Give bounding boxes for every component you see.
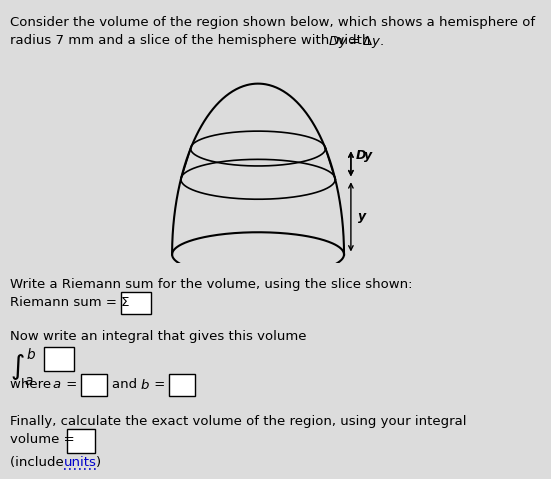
FancyBboxPatch shape [81,374,107,396]
Text: =: = [150,378,170,391]
Text: D: D [356,149,366,162]
Text: and: and [112,378,142,391]
FancyBboxPatch shape [169,374,195,396]
Text: where: where [10,378,55,391]
FancyBboxPatch shape [44,347,74,371]
Text: Riemann sum = Σ: Riemann sum = Σ [10,296,129,309]
Text: Consider the volume of the region shown below, which shows a hemisphere of: Consider the volume of the region shown … [10,16,535,29]
FancyBboxPatch shape [121,292,151,314]
Text: $a$: $a$ [52,378,61,391]
Text: y: y [364,149,372,162]
Text: Now write an integral that gives this volume: Now write an integral that gives this vo… [10,330,306,343]
Text: ): ) [96,456,101,469]
Text: $\int_a^b$: $\int_a^b$ [10,346,37,388]
Text: y: y [358,210,366,223]
Text: $\mathit{Dy} = \Delta y$.: $\mathit{Dy} = \Delta y$. [328,34,384,50]
Text: (include: (include [10,456,68,469]
Text: =: = [62,378,82,391]
Text: volume =: volume = [10,433,79,446]
Text: radius 7 mm and a slice of the hemisphere with width: radius 7 mm and a slice of the hemispher… [10,34,375,47]
Text: Write a Riemann sum for the volume, using the slice shown:: Write a Riemann sum for the volume, usin… [10,278,413,291]
FancyBboxPatch shape [67,429,95,453]
Text: $b$: $b$ [140,378,150,392]
Text: Finally, calculate the exact volume of the region, using your integral: Finally, calculate the exact volume of t… [10,415,467,428]
Text: units: units [64,456,97,469]
